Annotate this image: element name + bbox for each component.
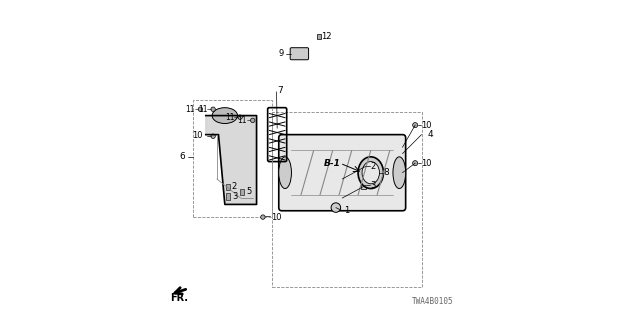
Ellipse shape: [358, 157, 383, 188]
Text: B-1: B-1: [324, 159, 340, 168]
Circle shape: [331, 203, 340, 212]
Circle shape: [250, 118, 255, 123]
Bar: [226, 193, 230, 200]
Text: 2: 2: [232, 182, 237, 191]
Bar: [273, 112, 422, 287]
Text: 2: 2: [370, 162, 376, 171]
Circle shape: [413, 161, 418, 166]
Circle shape: [413, 123, 418, 128]
Text: 5: 5: [246, 187, 252, 196]
Circle shape: [260, 215, 265, 219]
Circle shape: [211, 107, 215, 111]
Bar: [317, 34, 321, 39]
Text: 8: 8: [383, 168, 389, 177]
Text: 12: 12: [321, 32, 332, 41]
Bar: [226, 184, 230, 190]
Ellipse shape: [279, 157, 291, 188]
Bar: [361, 181, 365, 189]
Circle shape: [198, 107, 203, 111]
Text: 3: 3: [370, 181, 376, 190]
Bar: [241, 188, 244, 195]
Circle shape: [238, 115, 243, 119]
Text: 10: 10: [422, 159, 432, 168]
Bar: [361, 163, 365, 170]
Ellipse shape: [393, 157, 406, 188]
Text: 6: 6: [179, 152, 185, 161]
Bar: [193, 100, 273, 217]
Text: 11: 11: [225, 113, 234, 122]
Polygon shape: [206, 116, 257, 204]
Text: 3: 3: [232, 192, 237, 201]
Ellipse shape: [362, 162, 380, 184]
Text: 11: 11: [198, 105, 207, 114]
FancyBboxPatch shape: [290, 48, 308, 60]
Text: 11: 11: [185, 105, 195, 114]
Text: 1: 1: [344, 206, 349, 215]
Text: TWA4B0105: TWA4B0105: [412, 297, 453, 306]
Text: FR.: FR.: [170, 293, 188, 303]
Text: 11: 11: [237, 116, 247, 125]
Text: 4: 4: [428, 130, 433, 139]
FancyBboxPatch shape: [279, 135, 406, 211]
Ellipse shape: [212, 108, 237, 124]
Text: 7: 7: [277, 86, 283, 95]
Text: 10: 10: [422, 121, 432, 130]
Text: 9: 9: [278, 49, 284, 58]
Circle shape: [211, 134, 215, 139]
Text: 10: 10: [192, 131, 203, 140]
Text: 10: 10: [271, 212, 282, 222]
